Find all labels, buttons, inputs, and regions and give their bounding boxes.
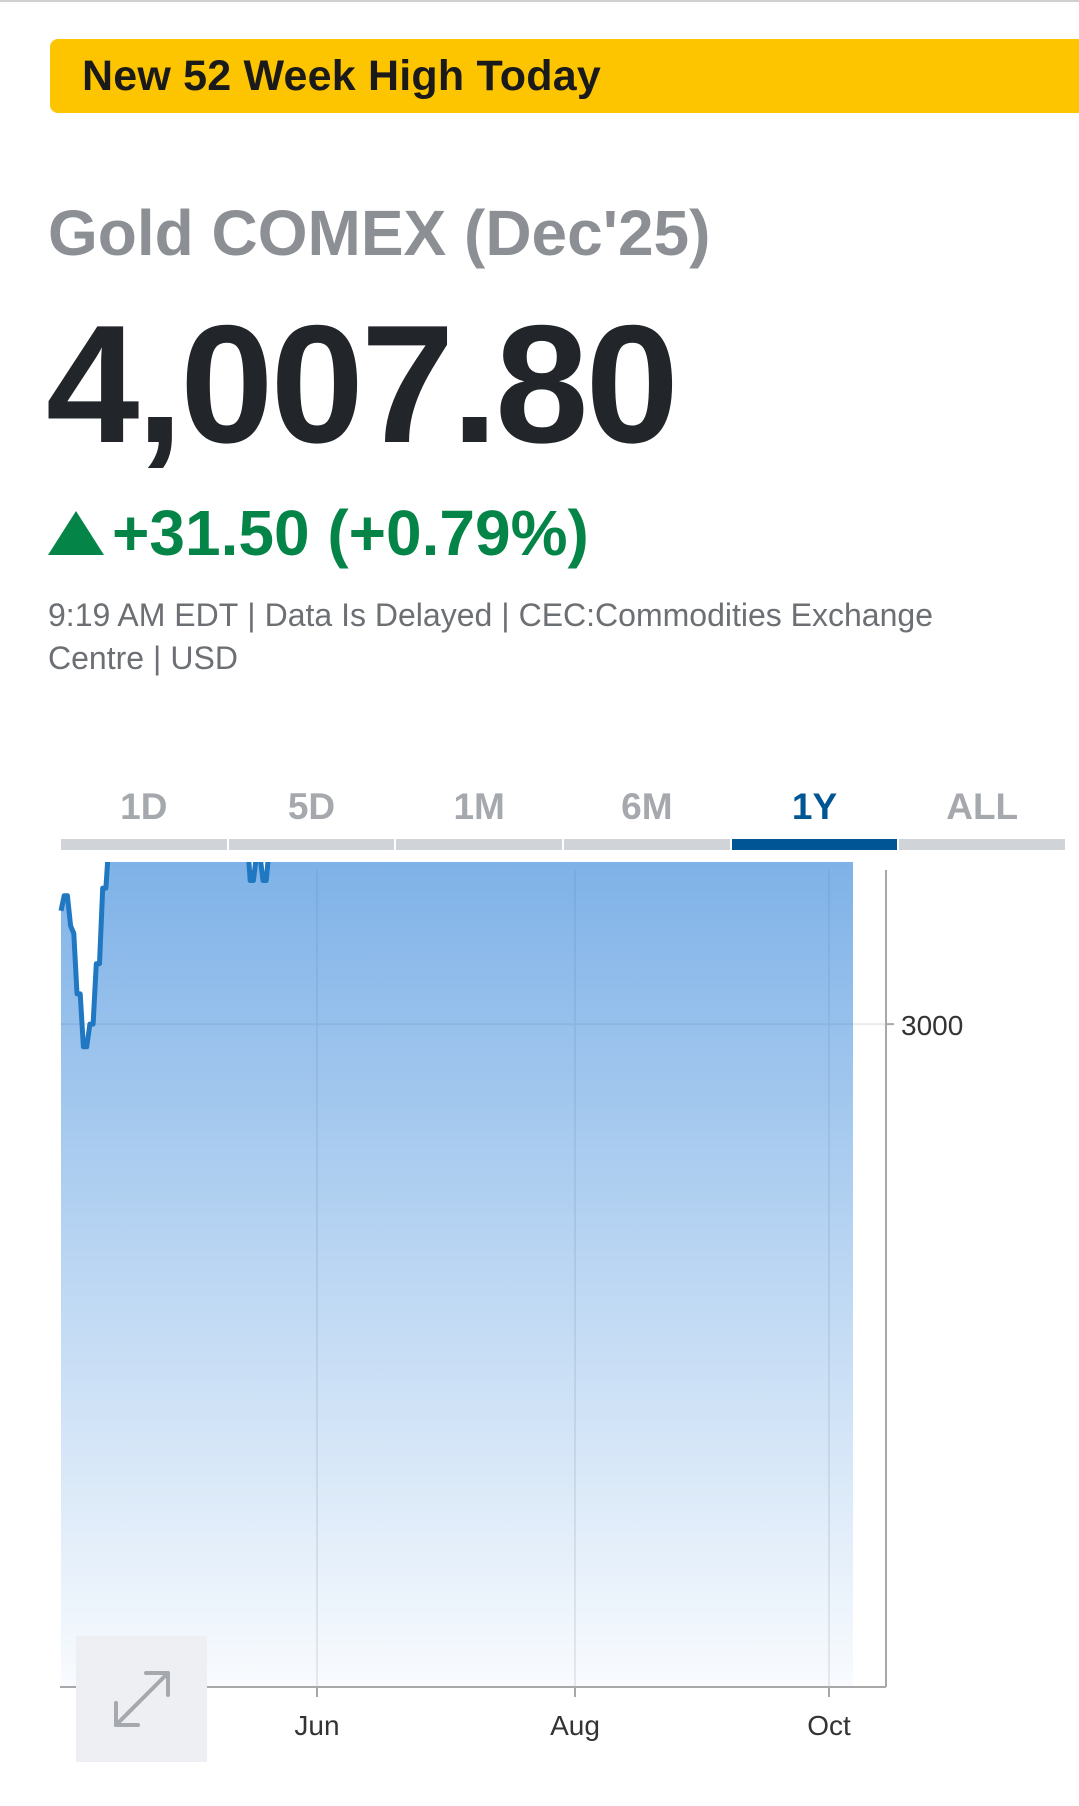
tab-label: 1Y [791, 786, 838, 827]
instrument-name: Gold COMEX (Dec'25) [48, 197, 711, 269]
top-divider [0, 0, 1079, 2]
tab-1y[interactable]: 1Y [731, 780, 899, 850]
meta-separator: | [501, 597, 510, 633]
tab-label: 5D [287, 786, 336, 827]
price-chart[interactable]: 3000325035003750JunAugOct 3976.30 [0, 862, 1079, 1762]
tab-underline [731, 839, 898, 850]
tab-1d[interactable]: 1D [60, 780, 228, 850]
meta-time: 9:19 AM EDT [48, 597, 239, 633]
x-tick-label: Aug [550, 1710, 600, 1741]
price-area [61, 862, 853, 1687]
meta-currency: USD [170, 640, 238, 676]
new-high-banner: New 52 Week High Today [50, 39, 1079, 113]
meta-exchange: CEC:Commodities Exchange Centre [48, 597, 933, 676]
last-price: 4,007.80 [46, 290, 679, 478]
meta-separator: | [153, 640, 162, 676]
tab-underline [228, 839, 395, 850]
tab-underline [899, 839, 1066, 850]
tab-label: 1D [120, 786, 168, 827]
tab-underline [564, 839, 730, 850]
expand-chart-button[interactable] [76, 1636, 207, 1762]
tab-label: 6M [621, 786, 673, 827]
meta-delay: Data Is Delayed [264, 597, 493, 633]
range-tabs: 1D 5D 1M 6M 1Y ALL [60, 780, 1066, 850]
triangle-up-icon [48, 511, 104, 555]
tab-label: 1M [453, 786, 505, 827]
tab-all[interactable]: ALL [898, 780, 1066, 850]
price-change: +31.50 (+0.79%) [48, 497, 589, 569]
x-tick-label: Oct [807, 1710, 851, 1741]
quote-meta: 9:19 AM EDT | Data Is Delayed | CEC:Commodit… [48, 594, 1038, 680]
y-tick-label: 3000 [901, 1010, 963, 1041]
tab-5d[interactable]: 5D [228, 780, 396, 850]
expand-icon [113, 1671, 170, 1727]
tab-1m[interactable]: 1M [395, 780, 563, 850]
x-tick-label: Jun [294, 1710, 339, 1741]
tab-6m[interactable]: 6M [563, 780, 731, 850]
change-value: +31.50 (+0.79%) [112, 497, 589, 569]
tab-underline [61, 839, 227, 850]
meta-separator: | [247, 597, 256, 633]
banner-text: New 52 Week High Today [82, 51, 601, 100]
tab-label: ALL [946, 786, 1019, 827]
tab-underline [396, 839, 563, 850]
